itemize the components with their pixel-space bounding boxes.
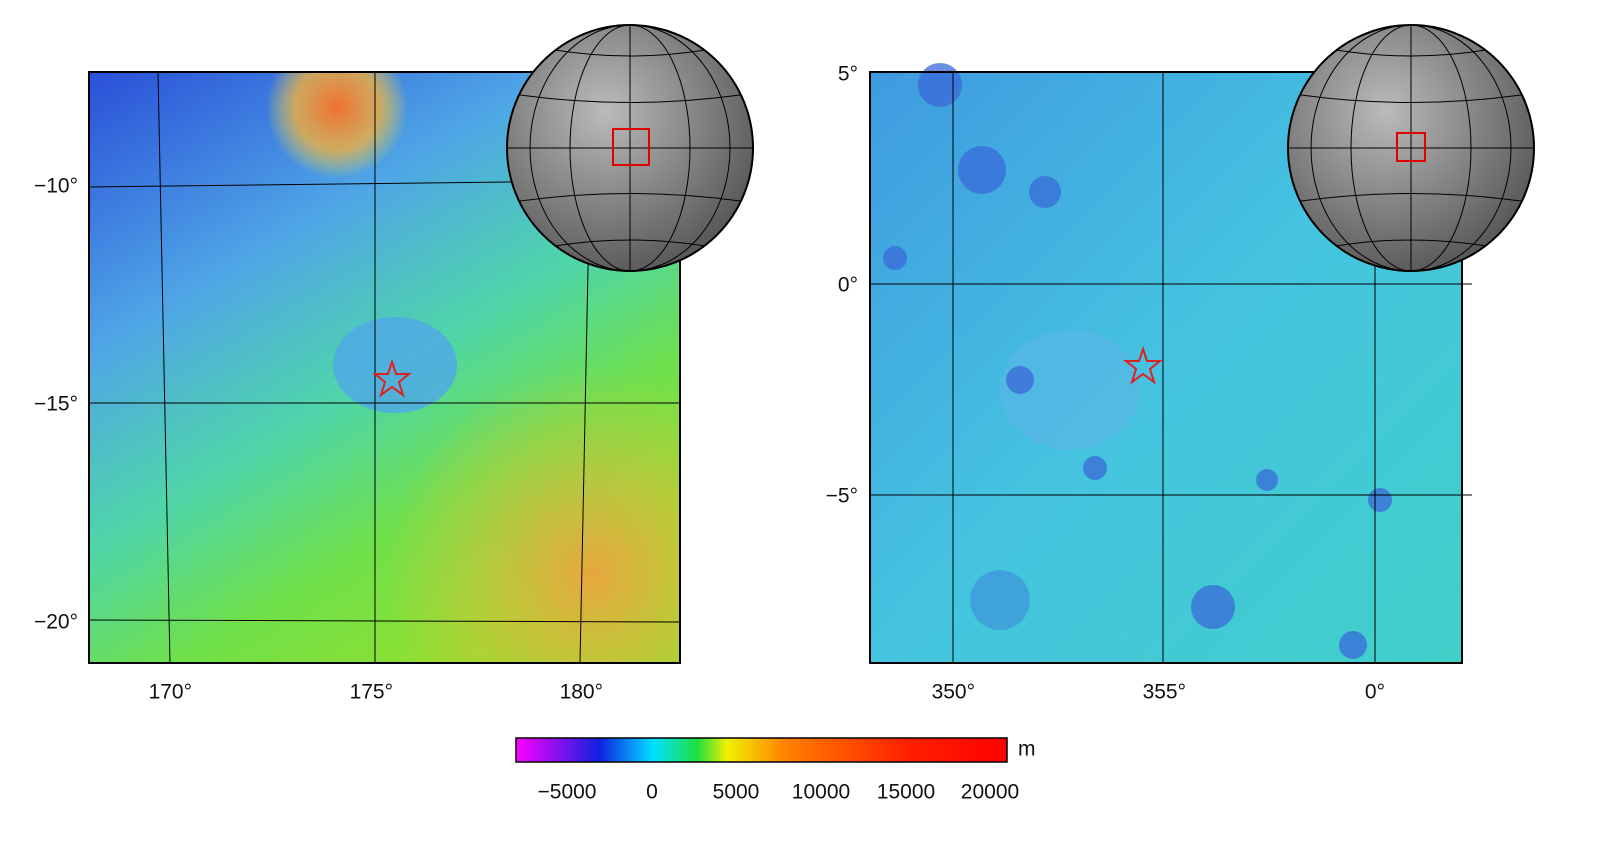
colorbar: m −5000 0 5000 10000 15000 20000 <box>515 737 1036 804</box>
left-map: 170° 175° 180° −10° −15° −20° <box>34 24 754 704</box>
colorbar-tick-label: 10000 <box>792 781 850 804</box>
colorbar-unit: m <box>1018 738 1036 761</box>
lon-label: 350° <box>932 681 975 704</box>
frame <box>88 71 681 664</box>
colorbar-ramp <box>515 737 1008 763</box>
lat-label: −5° <box>826 485 858 508</box>
colorbar-tick-label: 20000 <box>961 781 1019 804</box>
globe <box>506 24 754 272</box>
lat-label: −15° <box>34 393 78 416</box>
colorbar-tick-label: 15000 <box>877 781 935 804</box>
frame <box>869 71 1463 664</box>
colorbar-tick-label: 0 <box>646 781 658 804</box>
lon-label: 170° <box>149 681 192 704</box>
globe <box>1287 24 1535 272</box>
grid <box>870 72 1462 663</box>
lon-label: 180° <box>560 681 603 704</box>
lat-label: 5° <box>838 63 858 86</box>
lon-label: 0° <box>1365 681 1385 704</box>
lat-label: −20° <box>34 611 78 634</box>
lon-label: 175° <box>350 681 393 704</box>
colorbar-tick-label: −5000 <box>538 781 597 804</box>
colorbar-tick-label: 5000 <box>713 781 760 804</box>
basin <box>333 317 457 413</box>
star <box>372 358 412 398</box>
basin <box>1000 330 1140 450</box>
lon-label: 355° <box>1143 681 1186 704</box>
star <box>1123 345 1163 385</box>
right-map: 350° 355° 0° 5° 0° −5° <box>826 24 1535 704</box>
craters <box>883 63 1392 659</box>
lat-label: −10° <box>34 175 78 198</box>
lat-label: 0° <box>838 274 858 297</box>
